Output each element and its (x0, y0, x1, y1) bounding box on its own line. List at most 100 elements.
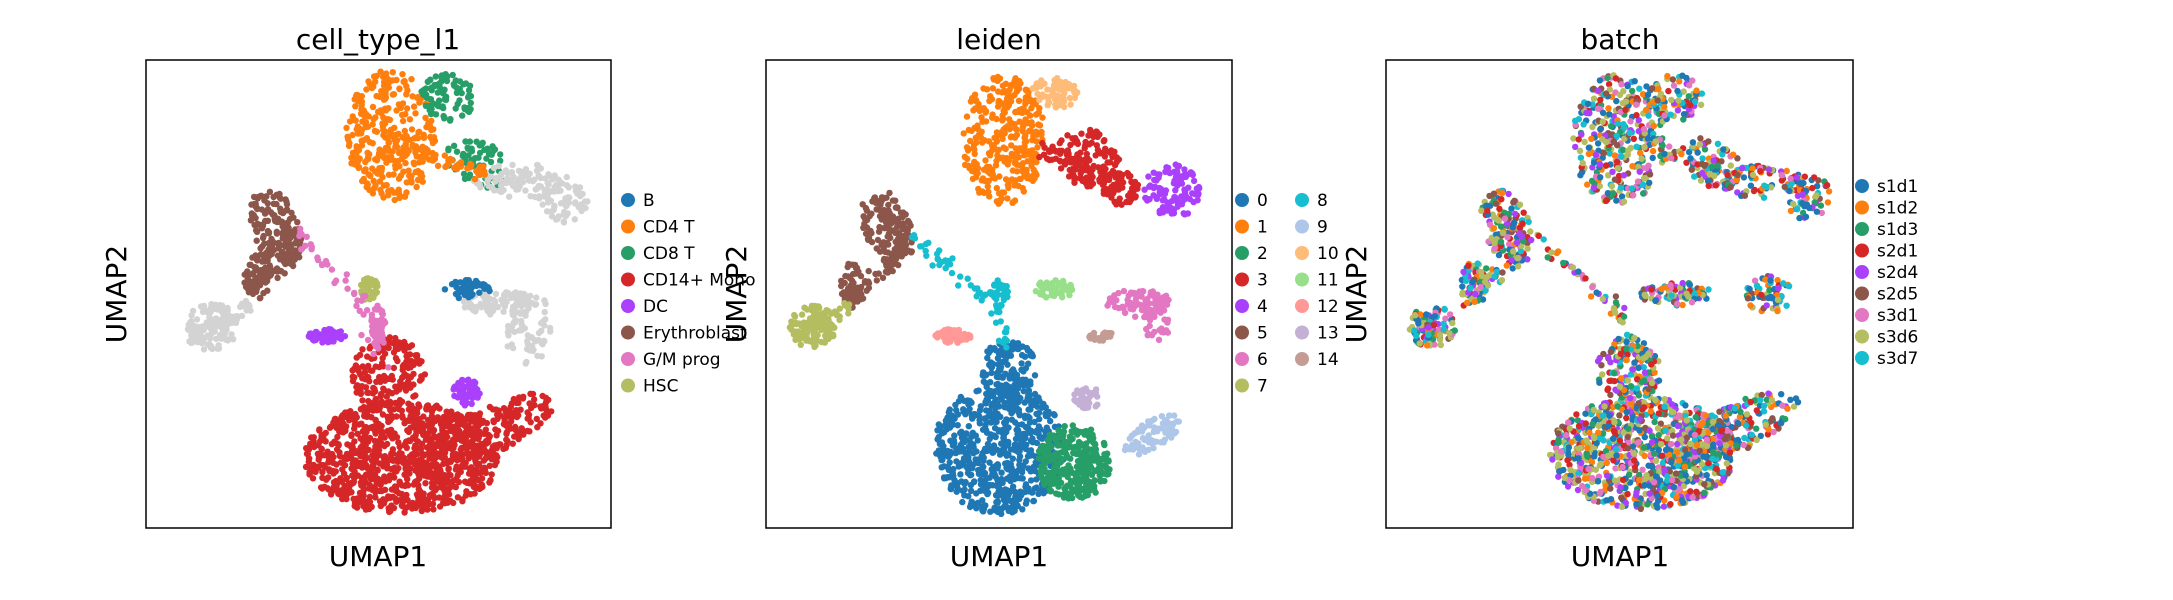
cell-point (385, 364, 392, 371)
cell-point (1065, 173, 1073, 180)
cell-point (485, 182, 492, 190)
cell-point (390, 171, 397, 178)
cell-point (503, 441, 510, 449)
cell-point (254, 257, 261, 264)
cell-point (996, 374, 1003, 381)
cell-point (369, 121, 376, 128)
cell-point (432, 462, 439, 469)
cell-point (459, 152, 466, 160)
cell-point (263, 193, 270, 200)
cell-point (360, 492, 367, 499)
cell-point (237, 303, 244, 310)
cell-point (975, 387, 982, 394)
cell-point (1180, 210, 1187, 217)
cell-point (1019, 506, 1026, 513)
cell-point (443, 493, 450, 500)
cell-point (399, 134, 406, 141)
cell-point (415, 460, 423, 467)
cell-point (216, 301, 224, 309)
cell-point (1111, 161, 1119, 169)
cell-point (430, 453, 437, 460)
cell-point (358, 420, 365, 427)
cell-point (1036, 105, 1043, 112)
cell-point (467, 164, 474, 171)
cell-point (532, 301, 540, 308)
cell-point (1115, 186, 1122, 193)
cell-point (192, 336, 200, 343)
cell-point (993, 184, 1000, 192)
cell-point (399, 363, 407, 370)
cell-point (328, 450, 336, 458)
cell-point (494, 411, 501, 418)
cell-point (348, 431, 355, 438)
cell-point (220, 320, 228, 327)
cell-point (505, 408, 513, 415)
cell-point (375, 452, 382, 459)
cell-point (1048, 92, 1055, 100)
cell-point (406, 417, 414, 424)
cell-point (402, 442, 409, 449)
cell-point (380, 321, 387, 328)
cell-point (979, 426, 987, 433)
cell-point (457, 413, 465, 420)
cell-point (420, 134, 428, 142)
cell-point (449, 446, 456, 453)
cell-point (371, 340, 378, 347)
cell-point (1071, 94, 1079, 102)
cell-point (469, 437, 477, 444)
cell-point (258, 266, 265, 274)
cell-point (1037, 279, 1044, 286)
cell-point (412, 110, 419, 117)
cell-point (383, 159, 390, 166)
cell-point (213, 335, 220, 342)
cell-point (461, 104, 468, 111)
cell-point (515, 435, 522, 443)
cell-point (482, 469, 489, 477)
cell-point (476, 412, 483, 419)
legend-label: DC (643, 297, 668, 317)
cell-point (377, 439, 385, 446)
cell-point (1007, 98, 1015, 105)
cell-point (377, 481, 384, 488)
cell-point (353, 126, 360, 133)
cell-point (985, 412, 992, 420)
cell-point (1192, 191, 1199, 198)
cell-point (453, 148, 461, 155)
cell-point (1003, 353, 1011, 360)
cell-point (995, 492, 1002, 499)
cell-point (442, 429, 450, 437)
cell-point (398, 502, 406, 509)
legend-marker (621, 246, 635, 260)
cell-point (967, 481, 975, 489)
cell-point (430, 506, 437, 513)
cell-point (1072, 87, 1079, 95)
cell-point (460, 170, 468, 178)
cell-point (393, 388, 400, 395)
cell-point (358, 142, 366, 149)
cell-point (526, 170, 533, 177)
cell-point (395, 439, 402, 446)
cell-point (459, 498, 466, 505)
cell-point (469, 383, 476, 390)
cell-point (995, 351, 1003, 358)
cell-point (332, 415, 339, 423)
cell-point (1061, 89, 1068, 96)
cell-point (985, 349, 992, 357)
cell-point (351, 153, 358, 161)
panel-title: cell_type_l1 (296, 23, 460, 56)
cell-point (260, 232, 267, 240)
cell-point (357, 435, 364, 442)
cell-point (415, 129, 422, 136)
cell-point (539, 392, 546, 400)
cell-point (380, 182, 388, 189)
cell-point (1015, 409, 1023, 417)
cell-point (1132, 313, 1139, 320)
cell-point (487, 158, 495, 166)
cell-point (1029, 85, 1037, 92)
cell-point (1055, 280, 1063, 287)
cell-point (363, 307, 371, 314)
cell-point (391, 124, 398, 131)
cell-point (381, 401, 388, 408)
cell-point (995, 88, 1002, 95)
cell-point (1098, 336, 1106, 343)
